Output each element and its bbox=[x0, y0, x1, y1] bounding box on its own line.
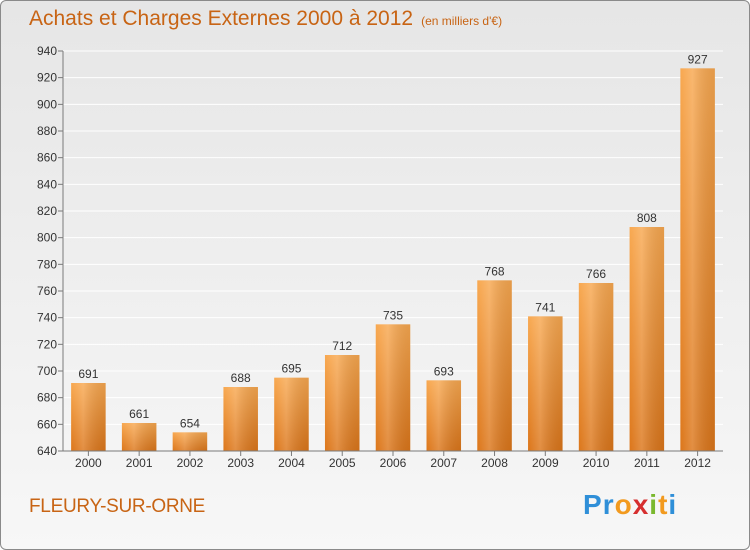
logo-letter: i bbox=[649, 489, 659, 520]
bars bbox=[71, 68, 715, 451]
x-tick-label: 2004 bbox=[278, 456, 305, 470]
y-tick-label: 680 bbox=[37, 391, 57, 405]
bar-value-label: 927 bbox=[688, 52, 708, 66]
bar-shine bbox=[324, 355, 360, 451]
bar-shine bbox=[426, 380, 462, 451]
chart-title: Achats et Charges Externes 2000 à 2012 (e… bbox=[29, 7, 502, 31]
x-tick-label: 2001 bbox=[126, 456, 153, 470]
bar-shine bbox=[578, 283, 614, 451]
proxiti-logo: Proxiti bbox=[583, 489, 677, 521]
x-tick-label: 2003 bbox=[227, 456, 254, 470]
bar-shine bbox=[121, 423, 157, 451]
bar-value-label: 768 bbox=[485, 264, 505, 278]
chart-title-text: Achats et Charges Externes 2000 à 2012 bbox=[29, 7, 414, 30]
x-tick-label: 2007 bbox=[430, 456, 457, 470]
x-tick-label: 2000 bbox=[75, 456, 102, 470]
logo-letter: o bbox=[614, 489, 633, 520]
x-tick-label: 2008 bbox=[481, 456, 508, 470]
logo-letter: r bbox=[602, 489, 615, 520]
x-tick-label: 2012 bbox=[684, 456, 711, 470]
bar-shine bbox=[274, 377, 309, 451]
y-tick-label: 720 bbox=[37, 337, 57, 351]
bar-value-label: 735 bbox=[383, 308, 403, 322]
bar-shine bbox=[71, 383, 106, 451]
bar-value-label: 693 bbox=[434, 364, 454, 378]
y-tick-label: 660 bbox=[37, 417, 57, 431]
bar-value-label: 688 bbox=[231, 371, 251, 385]
logo-letter: t bbox=[658, 489, 669, 520]
y-tick-label: 940 bbox=[37, 44, 57, 58]
bar-value-label: 661 bbox=[129, 407, 149, 421]
y-tick-label: 860 bbox=[37, 151, 57, 165]
y-tick-label: 900 bbox=[37, 97, 57, 111]
bar-value-label: 691 bbox=[78, 367, 98, 381]
logo-letter: x bbox=[632, 489, 650, 520]
y-tick-label: 820 bbox=[37, 204, 57, 218]
axes bbox=[58, 50, 723, 456]
bar-value-label: 741 bbox=[535, 300, 555, 314]
logo-letter: i bbox=[668, 489, 678, 520]
y-tick-label: 640 bbox=[37, 444, 57, 458]
labels: 640 660 680 700 720 740 760 780 800 820 840 860 880 9… bbox=[37, 44, 711, 470]
bar-shine bbox=[172, 432, 208, 451]
x-tick-label: 2010 bbox=[583, 456, 610, 470]
y-tick-label: 800 bbox=[37, 231, 57, 245]
bar-shine bbox=[223, 387, 258, 451]
x-tick-label: 2009 bbox=[532, 456, 559, 470]
x-tick-label: 2005 bbox=[329, 456, 356, 470]
x-tick-label: 2002 bbox=[177, 456, 204, 470]
bar-value-label: 654 bbox=[180, 416, 200, 430]
bar-shine bbox=[477, 280, 512, 451]
bar-value-label: 712 bbox=[332, 339, 352, 353]
bar-value-label: 808 bbox=[637, 211, 657, 225]
y-tick-label: 840 bbox=[37, 177, 57, 191]
y-tick-label: 740 bbox=[37, 311, 57, 325]
logo-letter: P bbox=[583, 489, 603, 520]
bar-shine bbox=[375, 324, 411, 451]
bar-shine bbox=[528, 316, 563, 451]
y-tick-label: 880 bbox=[37, 124, 57, 138]
y-tick-label: 760 bbox=[37, 284, 57, 298]
x-tick-label: 2011 bbox=[634, 456, 660, 470]
y-tick-label: 780 bbox=[37, 257, 57, 271]
y-tick-label: 700 bbox=[37, 364, 57, 378]
bar-value-label: 766 bbox=[586, 267, 606, 281]
y-tick-label: 920 bbox=[37, 71, 57, 85]
commune-name: FLEURY-SUR-ORNE bbox=[29, 496, 206, 517]
bar-shine bbox=[680, 68, 715, 451]
bar-shine bbox=[629, 227, 665, 451]
chart-unit: (en milliers d'€) bbox=[421, 14, 503, 28]
x-tick-label: 2006 bbox=[380, 456, 407, 470]
bar-value-label: 695 bbox=[281, 362, 301, 376]
